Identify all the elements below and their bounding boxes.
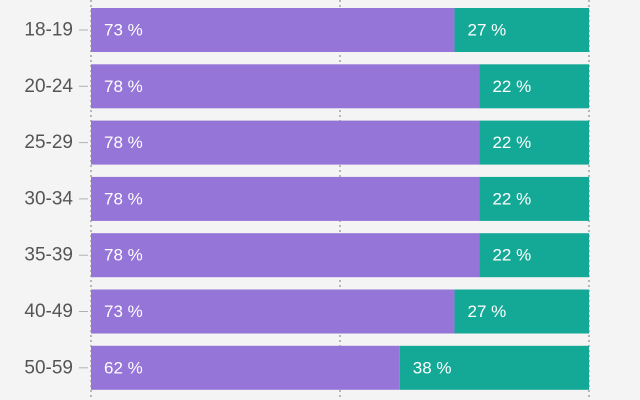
bar-segment-2 (454, 8, 589, 52)
data-label: 27 % (468, 302, 507, 321)
data-label: 38 % (413, 358, 452, 377)
data-label: 22 % (492, 246, 531, 265)
data-label: 78 % (104, 77, 143, 96)
data-label: 62 % (104, 358, 143, 377)
category-label: 35-39 (24, 245, 73, 266)
bar-segment-1 (91, 233, 480, 278)
category-label: 25-29 (24, 132, 73, 153)
data-label: 78 % (104, 189, 143, 208)
data-label: 73 % (104, 21, 143, 40)
category-label: 40-49 (24, 301, 73, 322)
data-label: 22 % (492, 77, 531, 96)
category-label: 18-19 (24, 20, 73, 41)
category-label: 50-59 (24, 357, 73, 378)
bar-segment-2 (454, 289, 589, 334)
bar-segment-2 (479, 233, 589, 278)
data-label: 78 % (104, 133, 143, 152)
bar-segment-2 (479, 120, 589, 165)
bar-segment-1 (91, 289, 455, 334)
data-label: 22 % (492, 133, 531, 152)
bars (91, 8, 589, 390)
category-label: 20-24 (24, 76, 73, 97)
labels: 18-19 73 % 27 % 20-24 78 % 22 % 25-29 78 % 22 % 3… (24, 20, 531, 379)
bar-segment-2 (479, 176, 589, 221)
bar-segment-1 (91, 64, 480, 109)
category-label: 30-34 (24, 188, 73, 209)
bar-segment-1 (91, 8, 455, 52)
bar-segment-1 (91, 345, 400, 390)
bar-segment-2 (479, 64, 589, 109)
data-label: 73 % (104, 302, 143, 321)
bar-segment-1 (91, 176, 480, 221)
bar-segment-1 (91, 120, 480, 165)
bar-segment-2 (399, 345, 589, 390)
data-label: 27 % (468, 21, 507, 40)
data-label: 78 % (104, 246, 143, 265)
data-label: 22 % (492, 189, 531, 208)
